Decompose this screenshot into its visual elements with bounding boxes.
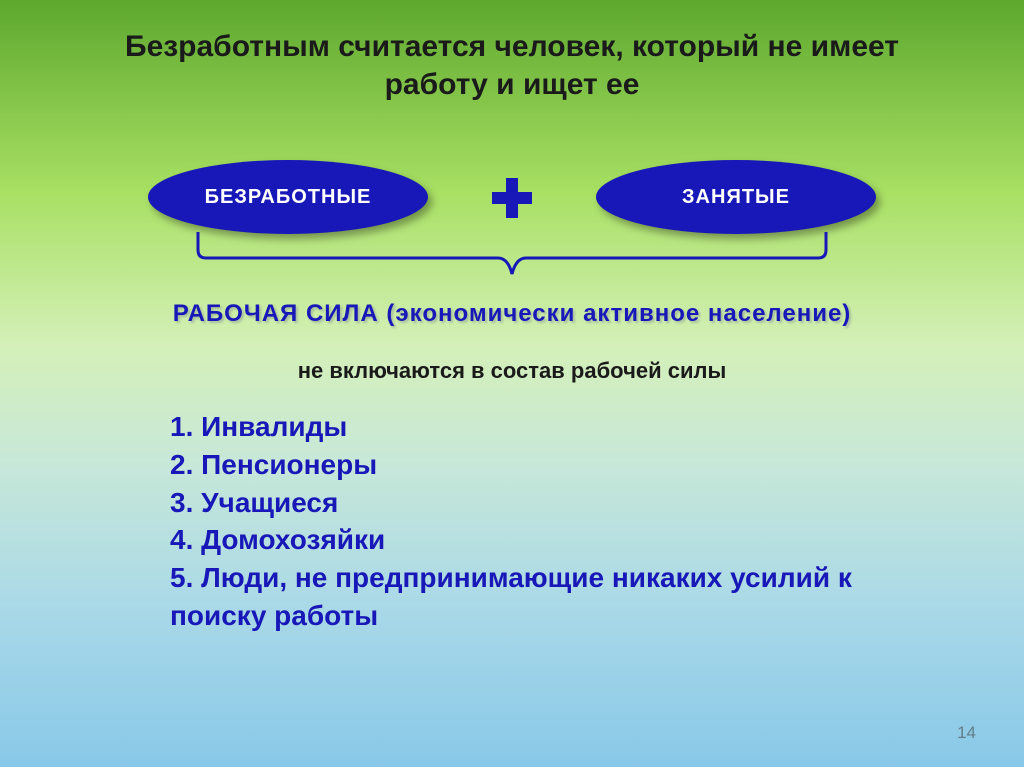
ellipse-unemployed-label: БЕЗРАБОТНЫЕ [205,186,372,209]
ellipse-unemployed: БЕЗРАБОТНЫЕ [148,160,428,234]
excluded-list: 1. Инвалиды 2. Пенсионеры 3. Учащиеся 4.… [170,408,924,635]
list-item-text: Инвалиды [201,411,347,442]
labor-force-definition: РАБОЧАЯ СИЛА (экономически активное насе… [0,300,1024,328]
list-item: 1. Инвалиды [170,408,924,446]
list-item-text: Пенсионеры [201,449,377,480]
title-line-1: Безработным считается человек, который н… [125,30,899,63]
plus-icon [492,178,532,218]
list-item: 5. Люди, не предпринимающие никаких усил… [170,559,924,635]
ellipse-employed: ЗАНЯТЫЕ [596,160,876,234]
bracket-connector [190,232,834,282]
list-item-text: Люди, не предпринимающие никаких усилий … [170,562,852,631]
list-item: 3. Учащиеся [170,484,924,522]
list-item-text: Учащиеся [201,487,338,518]
ellipse-employed-label: ЗАНЯТЫЕ [682,186,790,209]
list-item-text: Домохозяйки [201,524,385,555]
list-item: 4. Домохозяйки [170,521,924,559]
title-line-2: работу и ищет ее [385,68,640,101]
slide-title: Безработным считается человек, который н… [70,28,954,103]
excluded-title: не включаются в состав рабочей силы [0,358,1024,384]
page-number: 14 [957,723,976,743]
list-item: 2. Пенсионеры [170,446,924,484]
